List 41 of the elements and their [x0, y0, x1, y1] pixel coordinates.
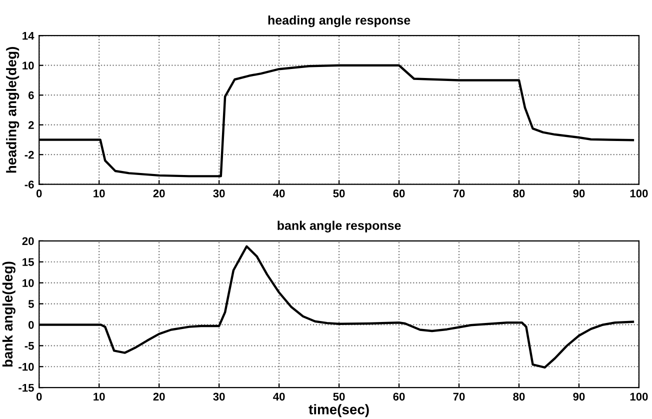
x-tick-label: 20: [153, 190, 165, 198]
x-tick-label: 30: [213, 190, 225, 198]
y-tick-label: -2: [24, 150, 34, 159]
x-tick-label: 60: [393, 392, 405, 401]
x-tick-label: 40: [273, 190, 285, 198]
y-tick-label: 5: [28, 300, 34, 308]
x-tick-label: 10: [94, 392, 105, 401]
x-tick-label: 70: [453, 392, 465, 401]
x-tick-label: 0: [36, 190, 42, 198]
x-tick-label: 40: [273, 392, 285, 401]
x-axis-title: time(sec): [308, 404, 369, 418]
y-tick-label: 6: [28, 91, 34, 100]
y-tick-label: 0: [28, 320, 34, 329]
y-tick-label: -5: [24, 342, 34, 350]
x-tick-label: 50: [333, 190, 345, 198]
y-tick-label: 15: [22, 258, 34, 266]
x-tick-label: 100: [630, 190, 648, 198]
x-tick-label: 50: [333, 392, 345, 401]
x-tick-label: 60: [393, 190, 405, 198]
x-tick-label: 100: [630, 392, 648, 401]
x-tick-label: 90: [573, 392, 585, 401]
y-tick-label: 20: [22, 237, 34, 246]
x-tick-label: 10: [94, 190, 105, 198]
y-axis-title: heading angle(deg): [6, 47, 20, 173]
y-tick-label: -15: [18, 384, 34, 392]
x-tick-label: 80: [513, 392, 525, 401]
y-tick-label: 14: [22, 32, 34, 40]
chart-title: bank angle response: [278, 220, 401, 232]
chart-title: heading angle response: [268, 15, 410, 28]
y-tick-label: -6: [24, 180, 34, 188]
x-tick-label: 90: [573, 190, 585, 198]
y-axis-title: bank angle(deg): [2, 262, 16, 367]
y-tick-label: 10: [22, 62, 34, 70]
x-tick-label: 30: [213, 392, 225, 401]
x-tick-label: 0: [36, 392, 42, 401]
x-tick-label: 80: [513, 190, 525, 198]
y-tick-label: -10: [18, 362, 34, 371]
y-tick-label: 2: [28, 121, 34, 129]
y-tick-label: 10: [22, 279, 34, 287]
x-tick-label: 70: [453, 190, 465, 198]
x-tick-label: 20: [153, 392, 165, 401]
